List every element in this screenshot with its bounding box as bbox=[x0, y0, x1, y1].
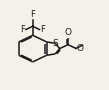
Text: F: F bbox=[40, 25, 45, 34]
Text: S: S bbox=[53, 39, 59, 48]
Text: F: F bbox=[20, 25, 25, 34]
Text: F: F bbox=[30, 10, 35, 19]
Text: O: O bbox=[77, 44, 84, 53]
Text: O: O bbox=[65, 28, 72, 37]
